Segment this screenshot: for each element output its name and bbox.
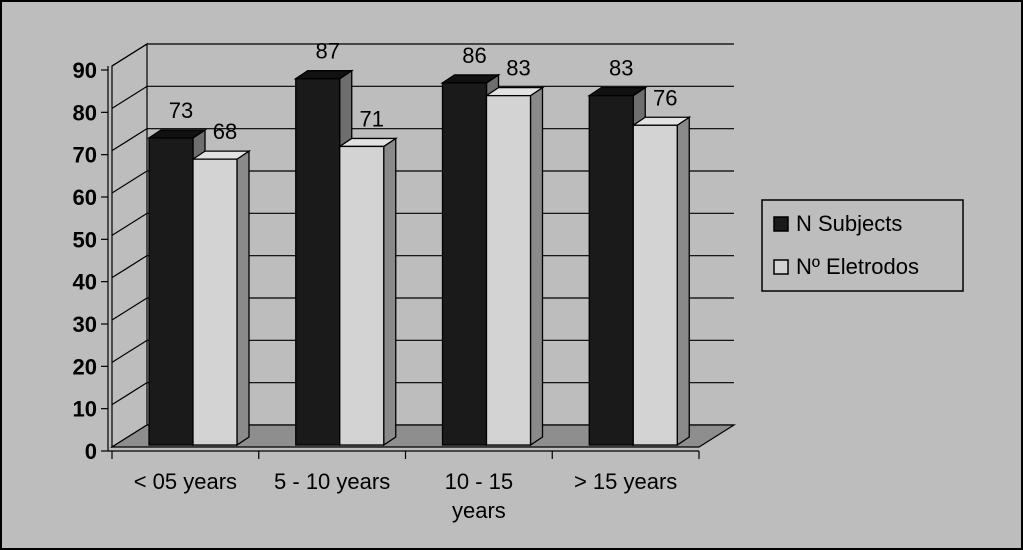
- legend-label-subjects: N Subjects: [796, 211, 902, 236]
- bar-side-eletrodos: [676, 116, 690, 447]
- y-tick-label: 40: [73, 270, 97, 295]
- bar-subjects: [148, 137, 194, 446]
- bar-subjects: [295, 78, 341, 446]
- bar-side-eletrodos: [529, 86, 544, 447]
- data-label: 83: [609, 56, 633, 81]
- legend-label-eletrodos: Nº Eletrodos: [796, 254, 919, 279]
- y-tick-label: 0: [85, 439, 97, 464]
- y-tick-label: 10: [73, 397, 97, 422]
- side-gridline: [111, 382, 148, 406]
- bar-side-eletrodos: [383, 137, 397, 447]
- bar-eletrodos: [485, 94, 532, 446]
- bar-subjects: [441, 82, 488, 446]
- x-tick-label: years: [452, 498, 506, 523]
- side-gridline: [111, 255, 148, 279]
- side-gridline: [111, 297, 148, 321]
- side-gridline: [111, 85, 148, 109]
- side-gridline: [111, 212, 148, 236]
- side-gridline: [111, 43, 148, 67]
- x-tick-label: > 15 years: [574, 469, 677, 494]
- data-label: 86: [462, 43, 486, 68]
- data-label: 73: [169, 98, 193, 123]
- bar-subjects: [588, 94, 634, 446]
- bar-eletrodos: [339, 145, 385, 446]
- bar-side-eletrodos: [236, 149, 250, 447]
- x-tick-label: 10 - 15: [445, 469, 514, 494]
- side-gridline: [111, 170, 148, 194]
- y-tick-label: 80: [73, 100, 97, 125]
- y-tick-label: 70: [73, 143, 97, 168]
- y-tick-label: 60: [73, 185, 97, 210]
- x-tick-label: < 05 years: [134, 469, 237, 494]
- y-tick-label: 50: [73, 227, 97, 252]
- data-label: 87: [316, 39, 340, 64]
- x-tick-label: 5 - 10 years: [274, 469, 390, 494]
- bar-eletrodos: [632, 124, 678, 446]
- side-gridline: [111, 339, 148, 363]
- bar-eletrodos: [192, 158, 238, 446]
- data-label: 83: [506, 56, 530, 81]
- data-label: 71: [360, 106, 384, 131]
- y-tick-label: 90: [73, 58, 97, 83]
- legend-swatch-eletrodos: [773, 259, 789, 275]
- legend-swatch-subjects: [773, 216, 789, 232]
- data-label: 76: [653, 85, 677, 110]
- legend-box: [761, 199, 964, 292]
- side-gridline: [111, 128, 148, 152]
- y-tick-label: 30: [73, 312, 97, 337]
- data-label: 68: [213, 119, 237, 144]
- chart-floor: [109, 424, 737, 448]
- y-tick-label: 20: [73, 354, 97, 379]
